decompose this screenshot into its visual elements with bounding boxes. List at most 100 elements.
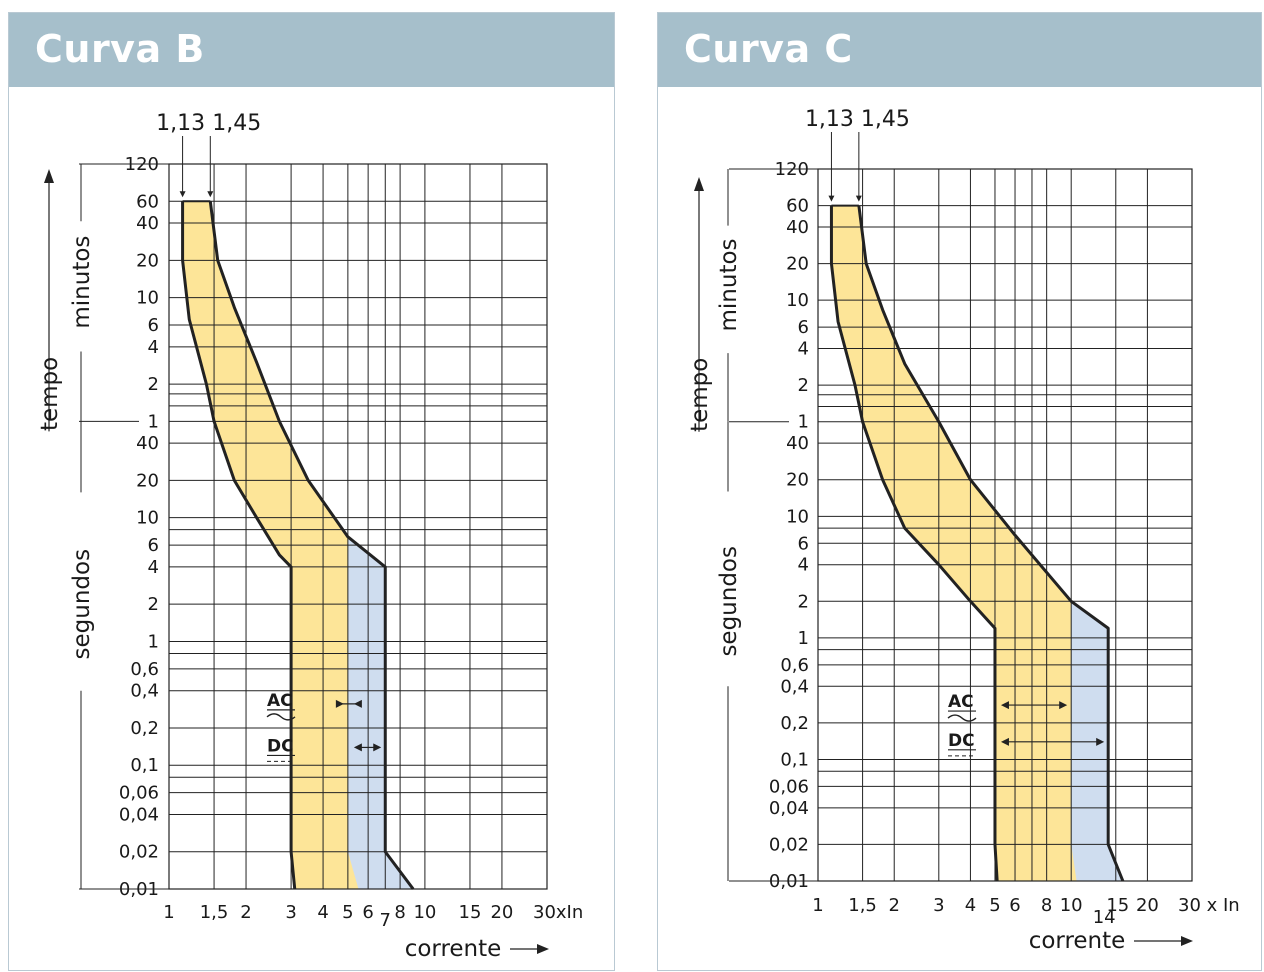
lower-trip-curve: [181, 201, 297, 890]
trip-curve-chart: 1,13 1,4512060402010642140201064210,60,40…: [37, 111, 583, 962]
marker-label: 1,45: [861, 107, 910, 132]
chart-panel-curva-b: Curva B 1,13 1,45 120 60 40 20 10 6 4 2 1 40 20 10 6 4 2…: [8, 12, 615, 971]
x-tick-label: 15: [1106, 895, 1129, 916]
y-tick-label-seconds: 4: [148, 557, 159, 578]
marker-arrow: [855, 195, 862, 202]
y-axis-title-tempo: tempo: [37, 357, 63, 431]
y-tick-label-seconds: 10: [136, 508, 159, 529]
y-tick-label-seconds: 4: [798, 555, 809, 576]
y-tick-label-minutes: 2: [798, 375, 809, 396]
x-tick-label: 3: [933, 895, 944, 916]
x-tick-label: 5: [342, 902, 353, 923]
dc-range-arrow-head-right: [1096, 737, 1105, 746]
x-tick-label: 5: [989, 895, 1000, 916]
y-tick-label-seconds: 6: [798, 533, 809, 554]
ac-range-arrow-head-right: [335, 699, 344, 708]
y-tick-label-minutes: 1: [148, 411, 159, 432]
y-tick-label-seconds: 0,02: [769, 834, 809, 855]
y-tick-label-seconds: 0,02: [119, 842, 159, 863]
marker-arrow: [207, 191, 214, 198]
y-tick-label-seconds: 0,06: [769, 776, 809, 797]
lower-trip-curve: [829, 205, 999, 882]
y-tick-label-minutes: 1: [798, 412, 809, 433]
y-axis-label-minutos: minutos: [69, 236, 95, 329]
marker-label: 1,13: [805, 107, 854, 132]
y-axis-label-segundos: segundos: [716, 546, 742, 657]
y-tick-label-minutes: 20: [136, 250, 159, 271]
x-tick-label: 8: [394, 902, 405, 923]
y-axis-label-segundos: segundos: [69, 549, 95, 660]
dc-range-arrow-head-left: [353, 743, 362, 752]
y-tick-label-minutes: 60: [786, 196, 809, 217]
y-tick-label-seconds: 0,2: [130, 718, 159, 739]
x-tick-label: 6: [1009, 895, 1020, 916]
marker-label: 1,13: [156, 111, 205, 136]
x-axis-title-corrente: corrente: [405, 936, 502, 962]
x-tick-label: 2: [240, 902, 251, 923]
y-tick-label-minutes: 40: [786, 217, 809, 238]
y-tick-label-seconds: 20: [136, 470, 159, 491]
plot-frame: [168, 163, 548, 890]
x-tick-label: 15: [459, 902, 482, 923]
corrente-axis-arrow: [537, 944, 549, 954]
marker-arrow: [828, 195, 835, 202]
chart-title: Curva B: [35, 27, 205, 71]
y-tick-label-minutes: 20: [786, 254, 809, 275]
x-tick-label: 4: [965, 895, 976, 916]
x-tick-label: 20: [1136, 895, 1159, 916]
dc-badge: DC: [948, 731, 975, 751]
x-tick-label: 14: [1093, 907, 1116, 928]
x-tick-label: 4: [317, 902, 328, 923]
y-tick-label-seconds: 0,04: [119, 804, 159, 825]
x-tick-label: 3: [285, 902, 296, 923]
ac-wave-icon: [947, 714, 977, 722]
y-tick-label-minutes: 10: [136, 288, 159, 309]
panel-header: Curva B: [9, 13, 614, 87]
y-tick-label-seconds: 2: [148, 594, 159, 615]
y-tick-label-seconds: 0,4: [780, 676, 809, 697]
x-tick-label: 30 x In: [1178, 895, 1240, 916]
marker-arrow: [179, 191, 186, 198]
x-tick-label: 8: [1041, 895, 1052, 916]
dc-range-arrow-head-left: [1000, 737, 1009, 746]
upper-trip-curve: [857, 205, 1125, 882]
x-tick-label: 20: [490, 902, 513, 923]
y-tick-label-seconds: 40: [136, 433, 159, 454]
y-tick-label-seconds: 0,2: [780, 713, 809, 734]
y-tick-label-seconds: 0,6: [130, 659, 159, 680]
y-axis-label-minutos: minutos: [716, 238, 742, 331]
y-tick-label-seconds: 6: [148, 535, 159, 556]
x-tick-label: 10: [413, 902, 436, 923]
y-tick-label-seconds: 2: [798, 591, 809, 612]
dc-badge: DC: [267, 736, 294, 756]
x-tick-label: 7: [380, 910, 391, 931]
y-tick-label-seconds: 10: [786, 506, 809, 527]
y-tick-label-minutes: 10: [786, 290, 809, 311]
y-tick-label-minutes: 6: [798, 317, 809, 338]
x-tick-label: 10: [1060, 895, 1083, 916]
y-tick-label-seconds: 1: [798, 628, 809, 649]
y-tick-label-minutes: 60: [136, 191, 159, 212]
x-tick-label: 30xIn: [533, 902, 583, 923]
chart-title: Curva C: [684, 27, 853, 71]
y-tick-label-minutes: 4: [798, 339, 809, 360]
x-tick-label: 1,5: [200, 902, 229, 923]
y-tick-label-seconds: 20: [786, 470, 809, 491]
y-tick-label-minutes: 6: [148, 315, 159, 336]
x-tick-label: 1: [163, 902, 174, 923]
ac-range-arrow-head-left: [1000, 701, 1009, 710]
ac-range-arrow-head-left: [353, 699, 362, 708]
ac-badge: AC: [948, 692, 974, 712]
y-tick-label-seconds: 0,1: [130, 755, 159, 776]
marker-label: 1,45: [212, 111, 261, 136]
ac-range-arrow-head-right: [1059, 701, 1068, 710]
y-tick-label-minutes: 40: [136, 213, 159, 234]
ac-wave-icon: [266, 713, 296, 721]
x-tick-label: 2: [888, 895, 899, 916]
x-tick-label: 6: [362, 902, 373, 923]
panel-header: Curva C: [658, 13, 1261, 87]
tempo-axis-arrow: [694, 177, 704, 191]
y-tick-label-seconds: 0,06: [119, 783, 159, 804]
ac-region: [182, 201, 359, 889]
trip-curve-chart: 1,13 1,4512060402010642140201064210,60,40…: [687, 107, 1240, 954]
